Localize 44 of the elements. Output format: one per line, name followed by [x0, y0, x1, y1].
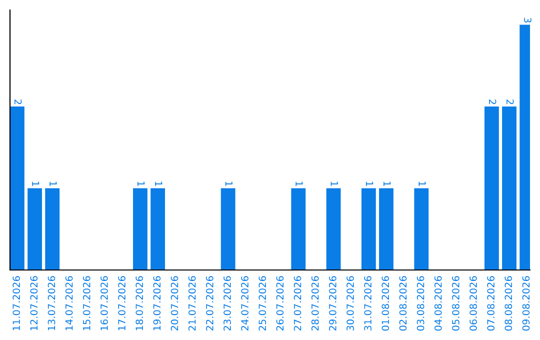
data-label: 2 — [506, 100, 514, 104]
x-tick-label: 22.07.2026 — [206, 276, 214, 331]
x-tick-label: 19.07.2026 — [153, 276, 161, 330]
data-label: 1 — [50, 182, 57, 186]
x-tick-label: 30.07.2026 — [346, 276, 354, 330]
x-tick-label: 11.07.2026 — [12, 276, 20, 330]
x-tick-label: 05.08.2026 — [452, 276, 460, 331]
data-label: 1 — [330, 182, 338, 186]
data-label: 1 — [138, 182, 145, 186]
x-tick-label: 06.08.2026 — [470, 276, 477, 331]
x-tick-label: 08.08.2026 — [504, 276, 512, 331]
x-tick-label: 12.07.2026 — [30, 276, 38, 330]
data-label: 1 — [384, 182, 391, 186]
x-tick-label: 24.07.2026 — [241, 276, 248, 331]
x-tick-label: 18.07.2026 — [136, 276, 144, 330]
data-label: 1 — [155, 182, 162, 186]
data-label: 1 — [418, 182, 426, 186]
x-tick-label: 17.07.2026 — [118, 276, 126, 330]
data-label: 1 — [225, 182, 232, 186]
x-tick-label: 31.07.2026 — [364, 276, 372, 330]
x-tick-label: 02.08.2026 — [399, 276, 407, 331]
x-tick-label: 20.07.2026 — [170, 276, 178, 331]
data-label: 3 — [524, 18, 532, 23]
data-label: 1 — [32, 182, 40, 186]
x-tick-label: 13.07.2026 — [48, 276, 56, 330]
x-tick-label: 14.07.2026 — [65, 276, 73, 330]
x-tick-label: 21.07.2026 — [188, 276, 196, 331]
x-tick-label: 27.07.2026 — [294, 276, 302, 331]
x-tick-label: 29.07.2026 — [328, 276, 336, 331]
x-tick-label: 09.08.2026 — [522, 276, 530, 331]
x-tick-label: 04.08.2026 — [434, 276, 442, 331]
x-tick-label: 26.07.2026 — [276, 276, 284, 331]
x-tick-label: 16.07.2026 — [100, 276, 108, 330]
data-label: 2 — [14, 100, 22, 104]
x-tick-label: 01.08.2026 — [382, 276, 390, 331]
data-label: 1 — [296, 182, 303, 186]
x-tick-label: 25.07.2026 — [258, 276, 266, 331]
data-label: 2 — [489, 100, 496, 104]
x-tick-label: 07.08.2026 — [487, 276, 495, 331]
x-tick-label: 03.08.2026 — [416, 276, 424, 331]
x-tick-label: 15.07.2026 — [82, 276, 90, 330]
x-tick-label: 23.07.2026 — [224, 276, 231, 331]
x-tick-label: 28.07.2026 — [311, 276, 319, 331]
data-label: 1 — [366, 182, 374, 186]
